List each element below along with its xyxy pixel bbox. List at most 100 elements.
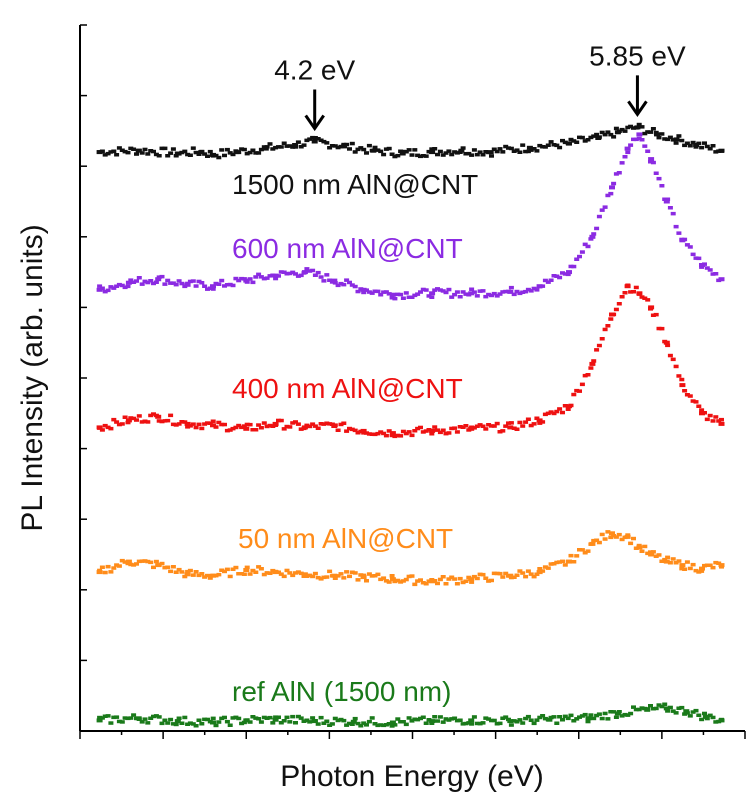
data-point xyxy=(349,141,355,146)
data-point xyxy=(409,295,415,299)
data-point xyxy=(548,140,554,144)
data-point xyxy=(128,416,134,420)
data-point xyxy=(358,146,364,150)
data-point xyxy=(381,152,387,157)
data-point xyxy=(446,287,452,292)
data-point xyxy=(392,154,398,159)
data-point xyxy=(375,723,381,728)
data-point xyxy=(679,566,685,571)
data-point xyxy=(187,568,193,573)
data-point xyxy=(449,575,455,579)
data-point xyxy=(667,705,673,710)
data-point xyxy=(102,153,108,157)
data-point xyxy=(389,574,395,578)
data-point xyxy=(350,719,357,724)
data-point xyxy=(258,720,264,724)
data-point xyxy=(463,721,469,726)
data-point xyxy=(338,572,344,576)
data-point xyxy=(267,142,273,146)
data-point xyxy=(489,578,494,583)
data-point xyxy=(162,565,168,570)
data-point xyxy=(699,566,705,571)
data-point xyxy=(566,404,572,409)
data-point xyxy=(613,172,619,176)
data-point xyxy=(196,279,202,284)
data-point xyxy=(551,274,557,278)
data-point xyxy=(327,278,333,282)
data-point xyxy=(460,425,466,429)
data-point xyxy=(707,563,713,567)
data-point xyxy=(264,276,270,280)
data-point xyxy=(349,570,355,574)
data-point xyxy=(589,361,596,366)
data-point xyxy=(287,271,293,276)
data-point xyxy=(97,715,103,720)
data-point xyxy=(227,282,233,287)
data-point xyxy=(176,279,182,283)
data-point xyxy=(497,292,503,296)
data-point xyxy=(663,199,670,204)
data-point xyxy=(355,147,361,152)
data-point xyxy=(568,553,574,558)
series-2 xyxy=(96,283,725,439)
data-point xyxy=(165,565,171,569)
data-point xyxy=(312,136,318,140)
peak-annotation: 5.85 eV xyxy=(589,40,686,118)
data-point xyxy=(619,127,625,132)
data-point xyxy=(116,719,122,724)
data-point xyxy=(437,430,443,435)
data-point xyxy=(307,720,313,724)
data-point xyxy=(311,719,318,724)
data-point xyxy=(537,143,543,148)
data-point xyxy=(230,567,236,571)
series-label: 50 nm AlN@CNT xyxy=(238,523,453,554)
data-point xyxy=(134,279,139,283)
data-point xyxy=(250,568,256,573)
data-point xyxy=(577,135,582,140)
data-point xyxy=(463,152,469,156)
data-point xyxy=(696,713,702,717)
data-point xyxy=(142,279,148,284)
data-point xyxy=(142,559,148,563)
data-point xyxy=(182,715,188,720)
data-point xyxy=(665,709,671,713)
data-point xyxy=(589,234,596,239)
data-point xyxy=(227,151,233,155)
data-point xyxy=(386,146,392,151)
data-point xyxy=(483,150,489,154)
data-point xyxy=(165,278,171,283)
data-point xyxy=(372,289,378,293)
data-point xyxy=(335,145,341,150)
data-point xyxy=(395,153,401,158)
data-point xyxy=(105,288,111,293)
data-point xyxy=(452,292,458,297)
data-point xyxy=(366,719,372,724)
data-point xyxy=(443,290,449,295)
data-point xyxy=(295,422,301,426)
data-point xyxy=(210,423,216,428)
data-point xyxy=(281,574,287,579)
data-point xyxy=(625,713,631,717)
data-point xyxy=(690,710,696,714)
data-point xyxy=(443,151,449,155)
data-point xyxy=(608,317,614,321)
data-point xyxy=(642,144,648,148)
data-point xyxy=(525,417,531,421)
data-point xyxy=(198,150,205,155)
data-point xyxy=(366,143,372,148)
data-point xyxy=(566,270,572,275)
data-point xyxy=(128,562,134,567)
data-point xyxy=(684,393,690,397)
data-point xyxy=(463,579,469,583)
data-point xyxy=(185,425,191,429)
data-point xyxy=(443,582,449,586)
data-point xyxy=(311,139,318,144)
data-point xyxy=(517,291,523,296)
data-point xyxy=(679,138,685,143)
data-point xyxy=(224,719,230,724)
data-point xyxy=(412,582,418,587)
data-point xyxy=(205,717,210,722)
data-point xyxy=(542,716,548,721)
data-point xyxy=(628,143,634,147)
data-point xyxy=(174,719,181,724)
